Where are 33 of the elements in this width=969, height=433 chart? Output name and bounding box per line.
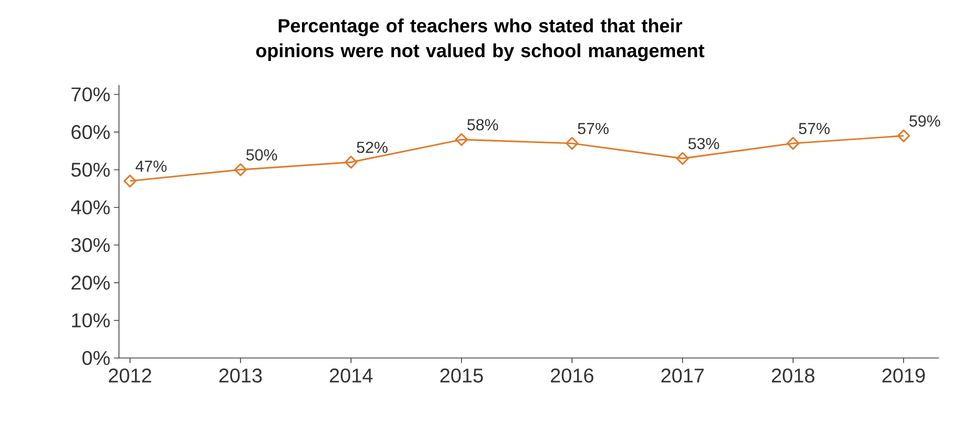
x-tick-label: 2014 <box>330 368 373 383</box>
x-tick-label: 2019 <box>882 368 925 383</box>
y-tick-label: 40% <box>71 200 110 214</box>
point <box>566 136 578 150</box>
data-label: 47% <box>136 160 167 172</box>
data-label: 58% <box>467 119 498 130</box>
point <box>234 163 247 176</box>
point <box>676 152 690 165</box>
x-tick-label: 2016 <box>550 368 594 383</box>
data-label: 59% <box>909 115 940 127</box>
y-tick-label: 0% <box>82 350 110 366</box>
point <box>455 133 468 146</box>
x-tick-label: 2012 <box>108 368 152 383</box>
data-label: 57% <box>798 122 830 134</box>
point <box>786 136 800 150</box>
y-tick-label: 60% <box>72 125 110 140</box>
data-label: 53% <box>688 138 720 150</box>
y-tick-label: 50% <box>71 162 110 177</box>
point <box>897 129 910 142</box>
x-tick-label: 2017 <box>661 368 704 383</box>
y-tick-label: 10% <box>72 313 110 328</box>
x-tick-label: 2015 <box>440 368 483 383</box>
point <box>344 156 358 169</box>
data-label: 50% <box>246 149 278 161</box>
chart-title: Percentage of teachers who stated that their opinions were not valued by school management <box>256 18 704 62</box>
y-tick-label: 20% <box>72 276 110 290</box>
data-label: 52% <box>356 142 388 153</box>
y-tick-label: 30% <box>71 238 110 252</box>
x-tick-label: 2018 <box>772 368 814 383</box>
y-tick-label: 70% <box>72 87 110 102</box>
data-label: 57% <box>578 122 609 134</box>
point <box>124 174 136 188</box>
x-tick-label: 2013 <box>219 368 262 383</box>
